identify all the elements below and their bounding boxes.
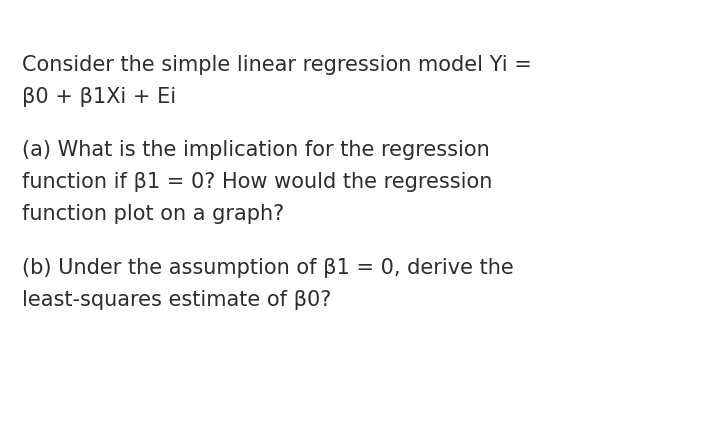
Text: (b) Under the assumption of β1 = 0, derive the: (b) Under the assumption of β1 = 0, deri… [22,258,514,278]
Text: function plot on a graph?: function plot on a graph? [22,204,284,224]
Text: function if β1 = 0? How would the regression: function if β1 = 0? How would the regres… [22,172,492,192]
Text: least-squares estimate of β0?: least-squares estimate of β0? [22,290,331,310]
Text: Consider the simple linear regression model Yi =: Consider the simple linear regression mo… [22,55,532,75]
Text: (a) What is the implication for the regression: (a) What is the implication for the regr… [22,140,490,160]
Text: β0 + β1Xi + Ei: β0 + β1Xi + Ei [22,87,176,107]
